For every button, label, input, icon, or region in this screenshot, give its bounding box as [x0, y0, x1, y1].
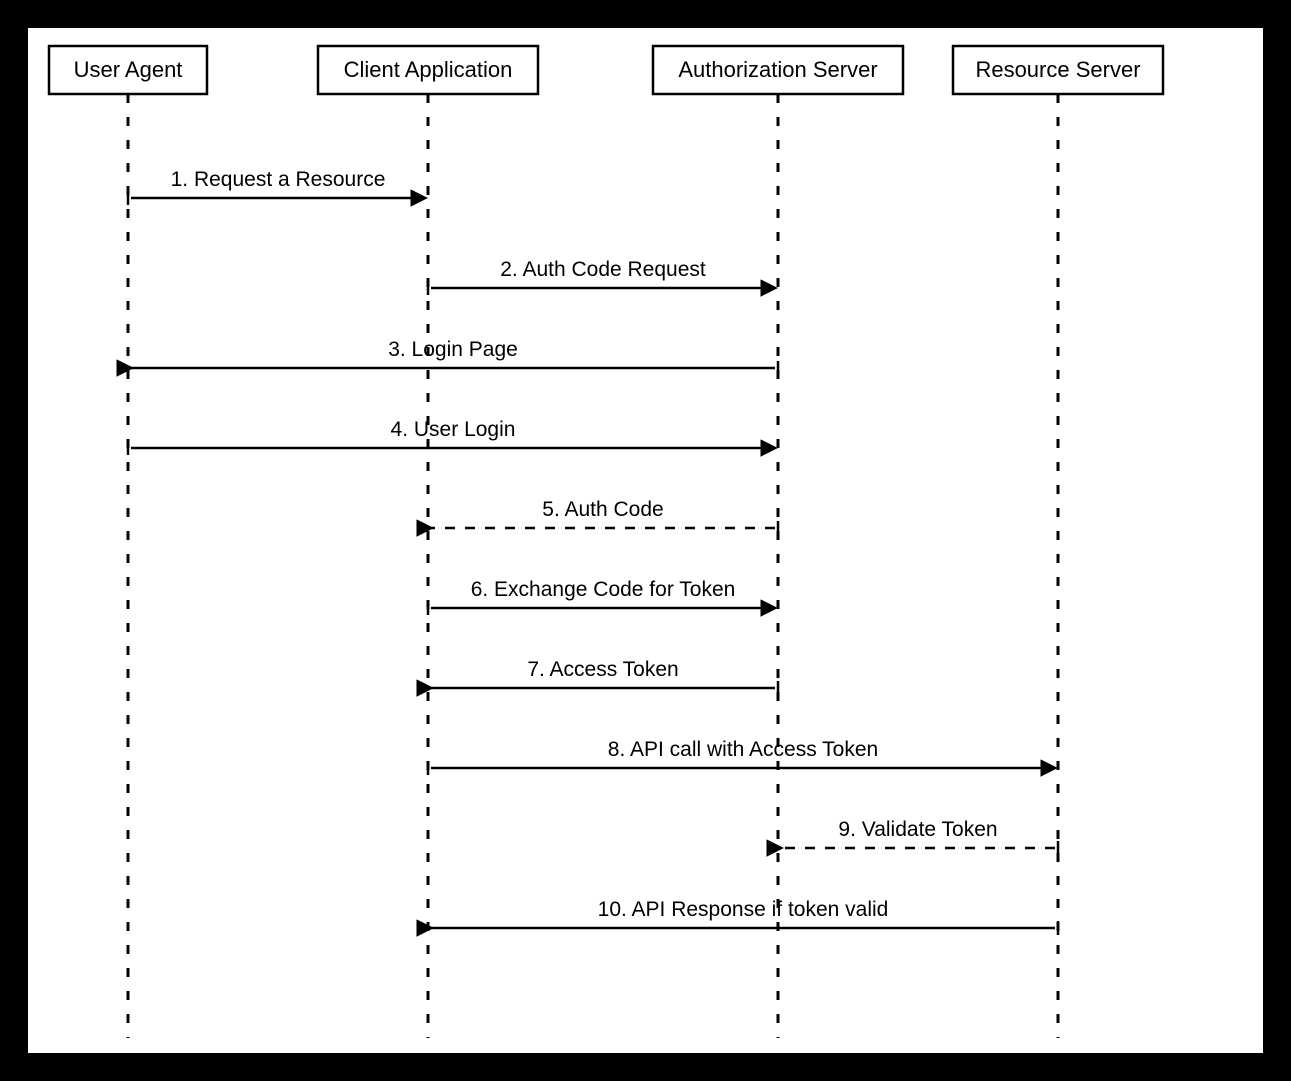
message-label-7: 7. Access Token	[527, 658, 678, 681]
message-label-8: 8. API call with Access Token	[608, 738, 878, 761]
message-label-3: 3. Login Page	[388, 338, 518, 361]
actor-label-auth: Authorization Server	[678, 57, 877, 82]
message-label-1: 1. Request a Resource	[171, 168, 386, 191]
message-label-5: 5. Auth Code	[542, 498, 663, 521]
actor-label-client: Client Application	[344, 57, 513, 82]
message-label-4: 4. User Login	[391, 418, 516, 441]
actor-client: Client Application	[318, 46, 538, 94]
actor-res: Resource Server	[953, 46, 1163, 94]
actor-label-user: User Agent	[74, 57, 183, 82]
message-label-2: 2. Auth Code Request	[500, 258, 706, 281]
message-label-9: 9. Validate Token	[838, 818, 997, 841]
actor-user: User Agent	[49, 46, 207, 94]
message-label-10: 10. API Response if token valid	[598, 898, 889, 921]
message-label-6: 6. Exchange Code for Token	[471, 578, 736, 601]
sequence-diagram: User Agent Client Application Authorizatio…	[28, 28, 1263, 1053]
actor-auth: Authorization Server	[653, 46, 903, 94]
actor-label-res: Resource Server	[975, 57, 1140, 82]
sequence-svg: User Agent Client Application Authorizatio…	[28, 28, 1263, 1053]
